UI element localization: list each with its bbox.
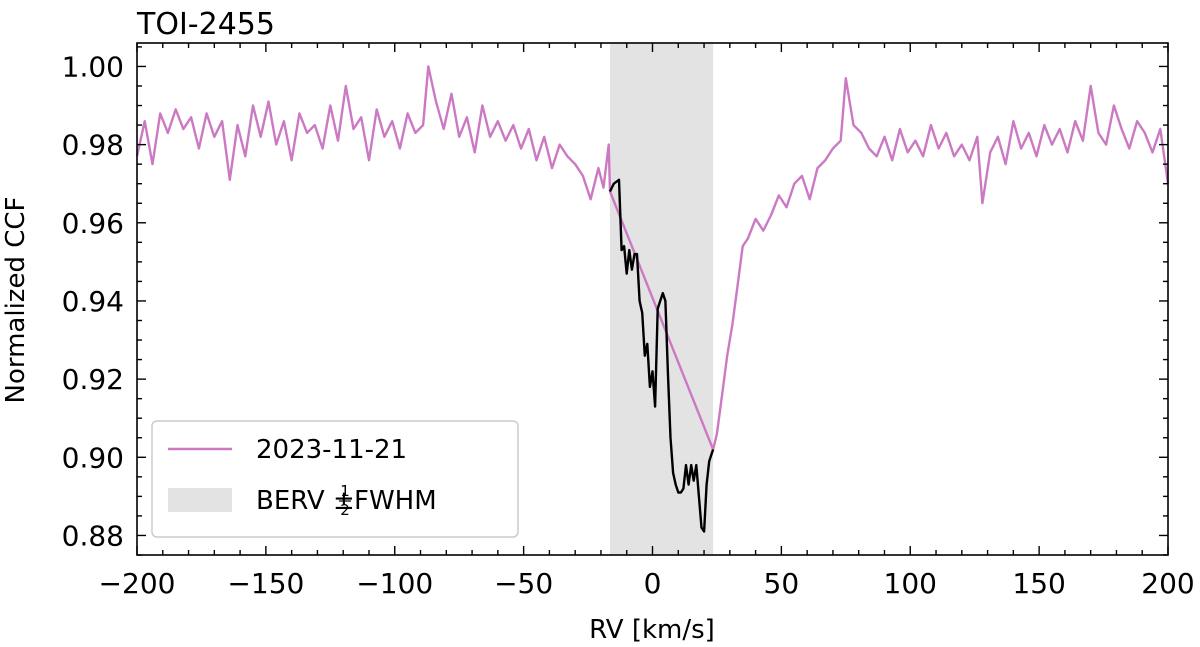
legend-patch-swatch [168, 488, 232, 512]
legend-frac-num: 1 [340, 482, 350, 500]
x-tick-label: 100 [884, 567, 937, 600]
ccf-in-region-line [608, 178, 715, 533]
y-tick-label: 0.88 [62, 519, 124, 552]
legend-frac-den: 2 [340, 501, 350, 519]
legend: 2023-11-21 BERV ± 1 2 FWHM [151, 420, 519, 538]
x-axis-title: RV [km/s] [589, 615, 715, 645]
plot-area [135, 42, 1170, 556]
legend-box [151, 420, 519, 538]
y-tick-label: 0.96 [62, 207, 124, 240]
x-tick-label: 150 [1012, 567, 1065, 600]
y-axis-title: Normalized CCF [1, 197, 31, 404]
chart-title: TOI-2455 [136, 7, 275, 42]
y-tick-label: 0.90 [62, 441, 124, 474]
x-tick-label: −200 [99, 567, 176, 600]
y-tick-label: 0.98 [62, 129, 124, 162]
x-tick-label: −100 [356, 567, 433, 600]
x-tick-label: −50 [494, 567, 553, 600]
x-tick-label: 200 [1141, 567, 1194, 600]
legend-label-series: 2023-11-21 [256, 435, 407, 465]
y-tick-label: 0.92 [62, 363, 124, 396]
y-tick-label: 1.00 [62, 50, 124, 83]
x-tick-label: −150 [227, 567, 304, 600]
x-tick-label: 50 [764, 567, 800, 600]
x-axis: −200 −150 −100 −50 0 50 100 150 200 [99, 43, 1195, 600]
x-tick-label: 0 [644, 567, 662, 600]
y-axis: 0.88 0.90 0.92 0.94 0.96 0.98 1.00 [62, 46, 1168, 556]
y-tick-label: 0.94 [62, 285, 124, 318]
legend-label-region: BERV ± [256, 486, 355, 516]
legend-label-fwhm: FWHM [354, 486, 437, 516]
